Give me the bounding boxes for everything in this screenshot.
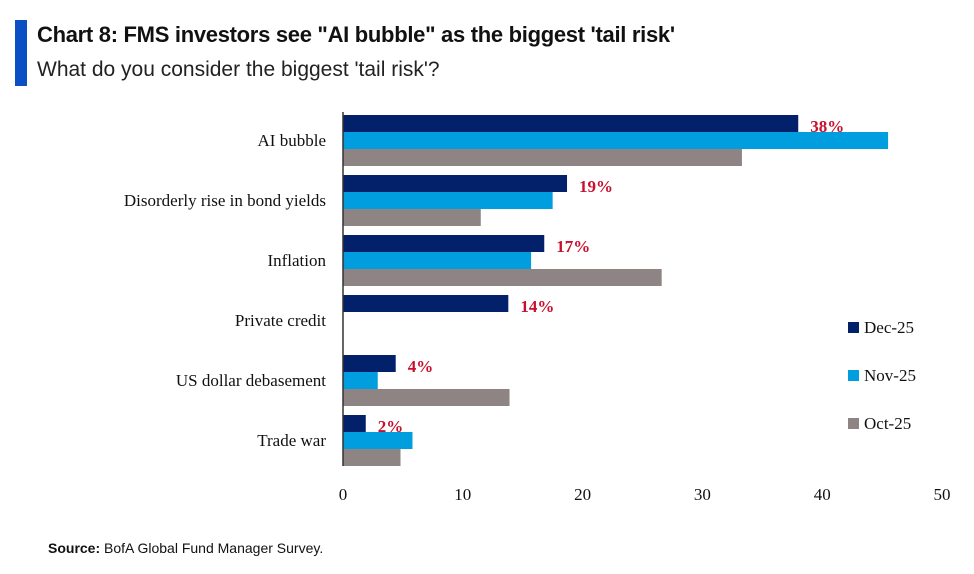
data-label: 14% bbox=[520, 297, 554, 316]
chart-title: Chart 8: FMS investors see "AI bubble" a… bbox=[37, 22, 675, 47]
bar-dec-25 bbox=[343, 415, 366, 432]
bar-dec-25 bbox=[343, 115, 799, 132]
bar-oct-25 bbox=[343, 389, 510, 406]
category-label: Private credit bbox=[235, 311, 326, 330]
x-tick-label: 50 bbox=[934, 485, 951, 504]
data-label: 2% bbox=[378, 417, 404, 436]
bar-dec-25 bbox=[343, 295, 509, 312]
legend-swatch bbox=[848, 322, 859, 333]
source-label: Source: bbox=[48, 540, 101, 556]
bar-nov-25 bbox=[343, 432, 413, 449]
legend-label: Oct-25 bbox=[864, 414, 911, 433]
legend-label: Nov-25 bbox=[864, 366, 916, 385]
bar-oct-25 bbox=[343, 269, 662, 286]
bar-dec-25 bbox=[343, 175, 568, 192]
category-label: US dollar debasement bbox=[176, 371, 326, 390]
category-label: Disorderly rise in bond yields bbox=[124, 191, 326, 210]
x-tick-label: 40 bbox=[814, 485, 831, 504]
legend-swatch bbox=[848, 370, 859, 381]
chart-subtitle: What do you consider the biggest 'tail r… bbox=[37, 58, 440, 81]
bar-nov-25 bbox=[343, 252, 532, 269]
source-text: BofA Global Fund Manager Survey. bbox=[104, 540, 324, 556]
data-label: 38% bbox=[810, 117, 844, 136]
category-label: Inflation bbox=[267, 251, 326, 270]
x-tick-label: 10 bbox=[454, 485, 471, 504]
x-tick-label: 30 bbox=[694, 485, 711, 504]
bar-oct-25 bbox=[343, 449, 401, 466]
data-label: 19% bbox=[579, 177, 613, 196]
bar-nov-25 bbox=[343, 372, 378, 389]
bar-dec-25 bbox=[343, 355, 396, 372]
bar-nov-25 bbox=[343, 192, 553, 209]
data-label: 17% bbox=[556, 237, 590, 256]
x-tick-label: 0 bbox=[339, 485, 348, 504]
category-label: Trade war bbox=[257, 431, 326, 450]
source-note: Source: BofA Global Fund Manager Survey. bbox=[48, 540, 323, 556]
bar-dec-25 bbox=[343, 235, 545, 252]
category-label: AI bubble bbox=[258, 131, 326, 150]
x-tick-label: 20 bbox=[574, 485, 591, 504]
legend-label: Dec-25 bbox=[864, 318, 914, 337]
title-accent-bar bbox=[15, 20, 27, 86]
data-label: 4% bbox=[408, 357, 434, 376]
legend-swatch bbox=[848, 418, 859, 429]
bar-oct-25 bbox=[343, 209, 481, 226]
bar-nov-25 bbox=[343, 132, 889, 149]
bar-oct-25 bbox=[343, 149, 742, 166]
